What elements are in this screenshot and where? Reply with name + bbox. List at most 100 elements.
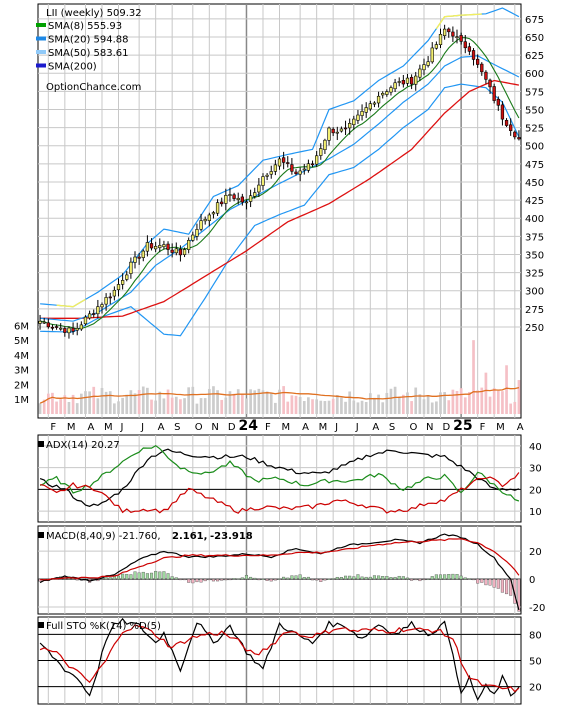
price-candle bbox=[290, 164, 294, 172]
price-candle bbox=[273, 164, 278, 172]
price-candle bbox=[67, 327, 71, 334]
volume-bar bbox=[381, 402, 385, 414]
x-tick-label: J bbox=[355, 422, 359, 433]
macd-histogram-bar bbox=[430, 576, 434, 580]
macd-histogram-bar bbox=[447, 574, 451, 580]
volume-bar bbox=[38, 403, 42, 414]
macd-histogram-bar bbox=[162, 571, 166, 580]
macd-histogram-bar bbox=[220, 578, 224, 581]
x-tick-label: 25 bbox=[453, 418, 472, 434]
volume-bar bbox=[224, 397, 228, 414]
macd-histogram-bar bbox=[335, 576, 339, 580]
price-candle bbox=[426, 61, 430, 66]
price-candle bbox=[451, 31, 455, 37]
x-tick-label: N bbox=[211, 422, 218, 433]
price-candle bbox=[492, 86, 496, 101]
price-candle bbox=[339, 128, 344, 132]
sto-series-d bbox=[39, 624, 520, 693]
macd-histogram-bar bbox=[187, 578, 191, 583]
volume-bar bbox=[207, 388, 211, 414]
macd-histogram-bar bbox=[451, 573, 455, 580]
price-tick-label: 275 bbox=[525, 305, 544, 316]
price-tick-label: 250 bbox=[525, 323, 544, 334]
volume-bar bbox=[269, 393, 273, 414]
price-candle bbox=[331, 128, 335, 134]
macd-histogram-bar bbox=[315, 578, 319, 581]
macd-label: MACD(8,40,9) -21.760, bbox=[46, 531, 161, 542]
macd-histogram-bar bbox=[195, 578, 199, 583]
macd-histogram-bar bbox=[480, 578, 484, 583]
volume-tick-label: 1M bbox=[14, 395, 29, 406]
price-candle bbox=[257, 184, 261, 193]
price-candle bbox=[376, 95, 381, 104]
volume-bar bbox=[59, 399, 63, 414]
volume-bar bbox=[158, 391, 162, 414]
adx-tick-label: 40 bbox=[529, 442, 542, 453]
price-candle bbox=[108, 296, 112, 299]
macd-histogram-bar bbox=[459, 575, 463, 580]
price-candle bbox=[54, 326, 59, 328]
chart-title: LII (weekly) 509.32 bbox=[46, 8, 142, 19]
x-tick-label: A bbox=[302, 422, 309, 433]
macd-histogram-bar bbox=[310, 578, 315, 581]
price-candle bbox=[265, 174, 269, 177]
price-candle bbox=[397, 81, 401, 83]
volume-bar bbox=[323, 401, 327, 414]
macd-histogram-bar bbox=[282, 576, 286, 580]
price-tick-label: 625 bbox=[525, 51, 544, 62]
volume-bar bbox=[67, 402, 71, 414]
x-tick-label: O bbox=[409, 422, 417, 433]
volume-bar bbox=[179, 399, 182, 414]
price-candle bbox=[71, 327, 75, 332]
price-candle bbox=[87, 313, 92, 319]
macd-histogram-bar bbox=[327, 578, 331, 580]
volume-bar bbox=[311, 399, 314, 414]
macd-histogram-bar bbox=[405, 577, 410, 580]
price-candle bbox=[298, 170, 302, 175]
macd-histogram-bar bbox=[505, 578, 509, 595]
macd-histogram-bar bbox=[191, 578, 195, 584]
volume-bar bbox=[327, 400, 331, 414]
macd-tick-label: 0 bbox=[529, 575, 535, 586]
legend-swatch bbox=[36, 23, 46, 27]
volume-bar bbox=[426, 395, 430, 414]
price-candle bbox=[42, 321, 46, 324]
macd-histogram-bar bbox=[434, 574, 438, 580]
macd-histogram-bar bbox=[236, 578, 240, 580]
volume-bar bbox=[42, 399, 46, 414]
price-candle bbox=[203, 218, 207, 222]
volume-bar bbox=[410, 401, 413, 414]
macd-histogram-bar bbox=[108, 577, 112, 580]
legend-label: SMA(20) 594.88 bbox=[48, 35, 129, 46]
macd-histogram-bar bbox=[397, 575, 401, 580]
price-candle bbox=[364, 107, 368, 113]
volume-bar bbox=[307, 397, 310, 414]
volume-bar bbox=[150, 399, 153, 414]
volume-bar bbox=[344, 401, 347, 414]
adx-swatch bbox=[38, 441, 44, 447]
price-candle bbox=[315, 155, 319, 165]
x-tick-label: D bbox=[228, 422, 236, 433]
macd-histogram-bar bbox=[232, 578, 236, 580]
price-candle bbox=[120, 280, 125, 285]
sto-swatch bbox=[38, 622, 44, 628]
price-candle bbox=[158, 245, 162, 249]
price-candle bbox=[59, 327, 63, 330]
volume-bar bbox=[141, 386, 145, 414]
adx-tick-label: 20 bbox=[529, 485, 542, 496]
volume-bar bbox=[373, 397, 376, 414]
volume-bar bbox=[195, 403, 199, 414]
price-candle bbox=[137, 256, 141, 259]
price-tick-label: 375 bbox=[525, 232, 544, 243]
price-candle bbox=[393, 82, 397, 90]
volume-bar bbox=[517, 380, 521, 414]
volume-bar bbox=[51, 392, 54, 414]
volume-bar bbox=[389, 388, 393, 414]
macd-histogram-bar bbox=[290, 575, 294, 580]
macd-histogram-bar bbox=[75, 578, 79, 581]
macd-histogram-bar bbox=[137, 572, 141, 580]
price-tick-label: 650 bbox=[525, 33, 544, 44]
price-candle bbox=[471, 50, 476, 60]
macd-histogram-bar bbox=[339, 577, 343, 580]
price-candle bbox=[306, 163, 311, 171]
